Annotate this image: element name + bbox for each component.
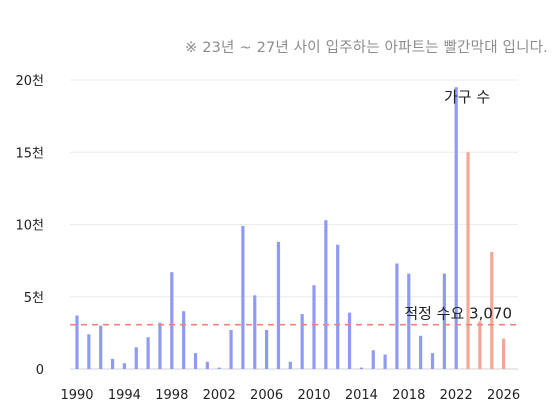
bar-2025 bbox=[490, 251, 494, 369]
y-tick-label: 5천 bbox=[24, 291, 44, 306]
bar-2001 bbox=[205, 361, 209, 369]
x-tick-label: 2002 bbox=[203, 388, 236, 403]
bar-2007 bbox=[276, 241, 281, 369]
y-tick-label: 15천 bbox=[15, 146, 44, 161]
y-tick-label: 0 bbox=[36, 363, 44, 378]
bar-2011 bbox=[324, 220, 328, 369]
bar-1999 bbox=[182, 311, 186, 369]
x-tick-label: 1994 bbox=[108, 388, 141, 403]
x-axis: 1990 1994 1998 2002 2006 2010 2014 2018 2022 2026 bbox=[60, 388, 520, 403]
x-tick-label: 1998 bbox=[155, 388, 188, 403]
bar-2009 bbox=[300, 314, 304, 369]
bar-2017 bbox=[395, 263, 399, 369]
chart-note: ※ 23년 ~ 27년 사이 입주하는 아파트는 빨간막대 입니다. bbox=[185, 40, 548, 56]
bar-2021 bbox=[442, 273, 446, 369]
bar-1990 bbox=[75, 315, 79, 369]
x-tick-label: 2018 bbox=[392, 388, 425, 403]
bar-2004 bbox=[241, 225, 245, 369]
bar-1998 bbox=[170, 272, 174, 369]
bar-2014 bbox=[359, 367, 363, 369]
bar-1996 bbox=[146, 337, 150, 369]
bar-2002 bbox=[217, 367, 221, 369]
x-tick-label: 2010 bbox=[297, 388, 330, 403]
bar-1993 bbox=[110, 358, 115, 369]
bar-2012 bbox=[336, 244, 340, 369]
bar-1995 bbox=[134, 347, 138, 369]
bar-2005 bbox=[253, 295, 257, 369]
bar-2008 bbox=[288, 361, 292, 369]
bar-2022 bbox=[454, 87, 458, 369]
bar-2010 bbox=[312, 285, 316, 369]
bar-2026 bbox=[502, 338, 506, 369]
bar-2003 bbox=[229, 329, 233, 369]
x-tick-label: 2026 bbox=[487, 388, 520, 403]
series-label: 가구 수 bbox=[444, 88, 490, 106]
gridlines bbox=[70, 79, 518, 370]
bar-2016 bbox=[383, 354, 387, 369]
bar-2020 bbox=[430, 353, 435, 369]
bar-2023 bbox=[466, 152, 470, 369]
bar-1992 bbox=[99, 325, 103, 369]
bar-2006 bbox=[265, 329, 269, 369]
reference-line-group: 적정 수요 3,070 bbox=[70, 305, 518, 326]
bar-2000 bbox=[193, 353, 198, 369]
bar-1991 bbox=[87, 334, 91, 369]
x-tick-label: 1990 bbox=[60, 388, 93, 403]
x-tick-label: 2014 bbox=[345, 388, 378, 403]
bar-2024 bbox=[478, 321, 482, 369]
bar-2015 bbox=[371, 350, 375, 369]
y-tick-label: 20천 bbox=[15, 74, 44, 89]
bar-2018 bbox=[407, 273, 411, 369]
y-axis: 0 5천 10천 15천 20천 bbox=[15, 74, 44, 378]
bar-1994 bbox=[122, 363, 126, 369]
reference-line-label: 적정 수요 3,070 bbox=[404, 305, 512, 323]
x-tick-label: 2022 bbox=[440, 388, 473, 403]
bar-2013 bbox=[347, 312, 352, 369]
bars bbox=[75, 87, 506, 369]
y-tick-label: 10천 bbox=[15, 219, 44, 234]
bar-1997 bbox=[158, 322, 162, 369]
x-tick-label: 2006 bbox=[250, 388, 283, 403]
bar-2019 bbox=[419, 335, 423, 369]
